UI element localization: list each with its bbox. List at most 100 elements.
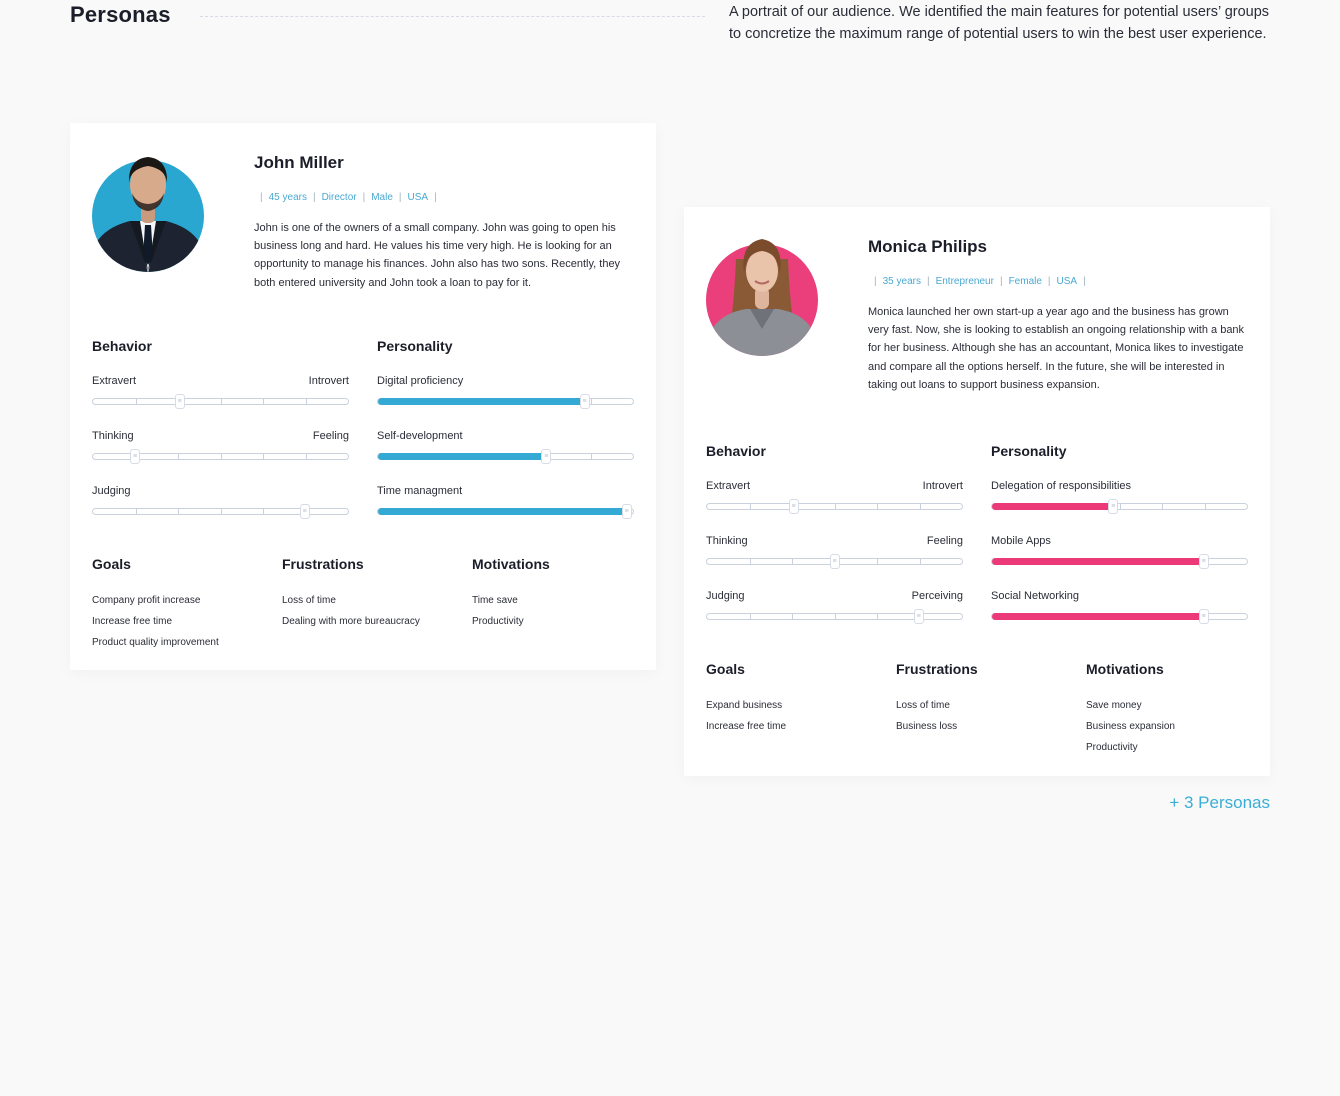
slider-tick (305, 454, 307, 459)
frustrations-title: Frustrations (282, 556, 364, 572)
slider-handle[interactable]: ≡ (174, 394, 185, 409)
meta-age: 35 years (882, 276, 921, 287)
slider-row: Time managment ≡ (377, 485, 634, 540)
motivation-item: Save money (1086, 700, 1142, 711)
goals-column: Goals Expand business Increase free time (706, 661, 786, 737)
goal-item: Increase free time (706, 721, 787, 732)
slider-left-label: Extravert (706, 480, 751, 492)
slider-tick (749, 504, 751, 509)
slider-row: Mobile Apps ≡ (991, 535, 1248, 590)
goal-item: Expand business (706, 700, 783, 711)
meta-role: Entrepreneur (935, 276, 994, 287)
slider-tick (220, 509, 222, 514)
motivations-column: Motivations Save money Business expansio… (1086, 661, 1175, 758)
slider-right-label: Introvert (922, 480, 963, 492)
slider-handle[interactable]: ≡ (1198, 609, 1209, 624)
slider-handle[interactable]: ≡ (1198, 554, 1209, 569)
motivations-title: Motivations (472, 556, 550, 572)
motivation-item: Productivity (472, 616, 524, 627)
avatar-john (92, 157, 204, 272)
slider-left-label: Judging (92, 485, 131, 497)
meta-role: Director (321, 192, 357, 203)
page-title: Personas (70, 2, 171, 27)
slider-tick (135, 399, 137, 404)
slider-row: Thinking Feeling ≡ (706, 535, 963, 590)
meta-age: 45 years (268, 192, 307, 203)
goals-column: Goals Company profit increase Increase f… (92, 556, 219, 653)
slider-track[interactable]: ≡ (377, 394, 634, 409)
frustrations-column: Frustrations Loss of time Dealing with m… (282, 556, 420, 632)
personality-title: Personality (377, 338, 453, 354)
behavior-sliders: Extravert Introvert ≡ Thinking Feeling ≡… (92, 375, 349, 540)
title-divider (200, 16, 705, 17)
slider-fill (992, 503, 1114, 510)
persona-name: John Miller (254, 153, 344, 172)
slider-handle[interactable]: ≡ (1108, 499, 1119, 514)
motivations-column: Motivations Time save Productivity (472, 556, 550, 632)
persona-card-john: John Miller | 45 years | Director | Male | USA |… (70, 123, 656, 670)
slider-row: Extravert Introvert ≡ (92, 375, 349, 430)
slider-handle[interactable]: ≡ (829, 554, 840, 569)
slider-track[interactable]: ≡ (92, 394, 349, 409)
slider-tick (749, 559, 751, 564)
slider-track[interactable]: ≡ (92, 504, 349, 519)
slider-label: Mobile Apps (991, 535, 1051, 547)
persona-name: Monica Philips (868, 237, 988, 256)
slider-handle[interactable]: ≡ (621, 504, 632, 519)
persona-meta: | 35 years | Entrepreneur | Female | USA | (874, 276, 1086, 287)
slider-tick (1204, 504, 1206, 509)
slider-tick (1119, 504, 1121, 509)
frustration-item: Dealing with more bureaucracy (282, 616, 420, 627)
personality-sliders: Delegation of responsibilities ≡ Mobile … (991, 480, 1248, 645)
slider-tick (792, 614, 793, 619)
slider-track[interactable]: ≡ (92, 449, 349, 464)
goals-title: Goals (706, 661, 745, 677)
slider-label: Digital proficiency (377, 375, 464, 387)
slider-tick (834, 614, 836, 619)
slider-handle[interactable]: ≡ (579, 394, 590, 409)
frustration-item: Loss of time (896, 700, 950, 711)
more-personas-link[interactable]: + 3 Personas (1169, 793, 1270, 812)
slider-row: Social Networking ≡ (991, 590, 1248, 645)
persona-description: Monica launched her own start-up a year … (868, 306, 1245, 391)
slider-track[interactable]: ≡ (377, 504, 634, 519)
slider-tick (135, 509, 137, 514)
slider-label: Time managment (377, 485, 463, 497)
motivation-item: Productivity (1086, 742, 1138, 753)
slider-fill (992, 558, 1204, 565)
slider-track[interactable]: ≡ (991, 499, 1248, 514)
motivation-item: Business expansion (1086, 721, 1175, 732)
slider-label: Delegation of responsibilities (991, 480, 1132, 492)
slider-row: Extravert Introvert ≡ (706, 480, 963, 535)
personality-title: Personality (991, 443, 1067, 459)
slider-handle[interactable]: ≡ (913, 609, 924, 624)
slider-tick (834, 504, 836, 509)
motivation-item: Time save (472, 595, 518, 606)
slider-track[interactable]: ≡ (706, 554, 963, 569)
slider-row: Delegation of responsibilities ≡ (991, 480, 1248, 535)
slider-handle[interactable]: ≡ (299, 504, 310, 519)
slider-track[interactable]: ≡ (991, 554, 1248, 569)
slider-tick (220, 454, 222, 459)
slider-track[interactable]: ≡ (991, 609, 1248, 624)
slider-track[interactable]: ≡ (377, 449, 634, 464)
slider-tick (792, 559, 793, 564)
frustration-item: Loss of time (282, 595, 336, 606)
slider-tick (919, 504, 921, 509)
goal-item: Company profit increase (92, 595, 201, 606)
slider-handle[interactable]: ≡ (130, 449, 141, 464)
goal-item: Product quality improvement (92, 637, 219, 648)
meta-country: USA (1056, 276, 1078, 287)
motivations-title: Motivations (1086, 661, 1164, 677)
slider-handle[interactable]: ≡ (788, 499, 799, 514)
behavior-sliders: Extravert Introvert ≡ Thinking Feeling ≡… (706, 480, 963, 645)
slider-track[interactable]: ≡ (706, 499, 963, 514)
slider-tick (877, 504, 878, 509)
slider-track[interactable]: ≡ (706, 609, 963, 624)
slider-row: Judging Perceiving ≡ (706, 590, 963, 645)
slider-tick (220, 399, 222, 404)
slider-left-label: Judging (706, 590, 745, 602)
slider-left-label: Thinking (92, 430, 134, 442)
slider-row: Judging ≡ (92, 485, 349, 540)
slider-handle[interactable]: ≡ (541, 449, 552, 464)
